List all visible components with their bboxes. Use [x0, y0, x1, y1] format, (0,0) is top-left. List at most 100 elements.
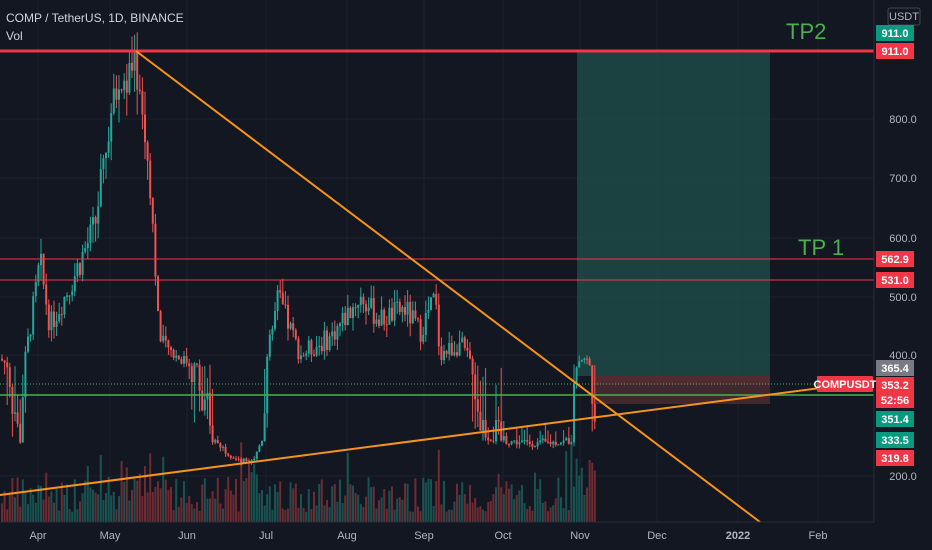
candle-body	[300, 355, 302, 360]
volume-bar	[172, 510, 175, 522]
candle-body	[500, 421, 503, 441]
volume-bar	[352, 485, 354, 522]
volume-bar	[268, 486, 271, 522]
candle-body	[307, 340, 310, 354]
tp1-label[interactable]: TP 1	[798, 235, 844, 260]
price-tick-label: 500.0	[889, 292, 917, 304]
candle	[349, 306, 352, 319]
candle	[502, 420, 505, 443]
candle	[154, 213, 157, 286]
volume-bar	[575, 458, 578, 522]
candle-body	[271, 328, 274, 335]
candle	[531, 440, 534, 450]
volume-bar	[266, 494, 269, 522]
candle	[370, 285, 373, 310]
candle	[32, 291, 35, 341]
candle-body	[79, 263, 81, 275]
candle-body	[474, 374, 477, 400]
candle	[406, 290, 409, 327]
candle-body	[534, 446, 536, 448]
candle	[328, 332, 331, 352]
volume-bar	[541, 502, 544, 522]
candle	[411, 301, 414, 325]
volume-bar	[253, 464, 256, 522]
candle	[1, 354, 3, 362]
tp2-label[interactable]: TP2	[786, 19, 826, 44]
volume-bar	[14, 497, 16, 522]
candle-body	[255, 451, 258, 459]
candle-body	[479, 411, 482, 431]
time-axis-ticks[interactable]: Apr May Jun Jul Aug Sep Oct Nov Dec 2022 Feb	[29, 530, 827, 542]
candle	[362, 293, 365, 313]
volume-bar	[344, 495, 347, 522]
volume-bar	[167, 490, 170, 522]
volume-bar	[411, 511, 414, 522]
volume-bar	[557, 477, 560, 522]
price-tag-text: 52:56	[881, 395, 909, 407]
candle-body	[565, 438, 568, 441]
volume-bar	[76, 509, 79, 522]
candle-body	[268, 334, 271, 357]
candle-body	[593, 403, 596, 422]
entry-stop-zone-top	[593, 376, 770, 385]
volume-bar	[471, 502, 474, 522]
candle-body	[45, 284, 48, 305]
position-zones	[577, 51, 770, 404]
volume-bar	[151, 492, 154, 522]
candle	[94, 215, 97, 242]
volume-bar	[250, 472, 253, 522]
symbol-title[interactable]: COMP / TetherUS, 1D, BINANCE	[6, 11, 184, 25]
legend[interactable]: COMP / TetherUS, 1D, BINANCE Vol	[6, 9, 184, 45]
trendlines[interactable]	[0, 50, 875, 523]
candle-body	[58, 314, 61, 322]
candle	[146, 140, 149, 180]
candle-body	[99, 169, 102, 207]
price-tag-bg	[876, 251, 914, 267]
volume-bar	[258, 493, 261, 522]
volume-bar	[383, 489, 386, 522]
volume-bar	[570, 434, 573, 522]
candle-body	[578, 361, 581, 368]
candle-body	[219, 443, 222, 448]
candle-body	[573, 383, 575, 443]
candle-body	[263, 413, 266, 442]
candle	[292, 317, 295, 338]
candle	[489, 438, 492, 442]
volume-bar	[149, 453, 152, 522]
candle-body	[357, 305, 360, 308]
candle	[123, 73, 126, 100]
candle	[476, 365, 479, 428]
price-tag-bg	[876, 272, 914, 288]
volume-bar	[21, 479, 24, 522]
candle-body	[47, 304, 50, 331]
candle	[398, 298, 401, 316]
candle-body	[487, 437, 490, 441]
candle-body	[318, 345, 321, 347]
horizontal-levels[interactable]	[0, 49, 874, 396]
candle-body	[19, 423, 22, 443]
candle-body	[209, 392, 211, 426]
candle-body	[289, 323, 292, 329]
candle	[219, 442, 222, 452]
price-tag-stop: 319.8	[876, 450, 914, 466]
candle-body	[536, 442, 539, 447]
volume-bar	[323, 505, 326, 522]
volume-bar	[458, 495, 461, 522]
volume-bar	[146, 492, 149, 522]
candle-body	[274, 311, 276, 329]
candle-body	[89, 224, 92, 244]
candle-body	[591, 365, 594, 404]
candle	[534, 445, 536, 448]
volume-bar	[505, 481, 508, 522]
volume-indicator-label[interactable]: Vol	[6, 29, 23, 43]
candle-body	[365, 304, 367, 312]
volume-bar	[435, 481, 438, 522]
time-tick-label: Jun	[178, 530, 196, 542]
candle-body	[419, 319, 422, 342]
candle-body	[575, 367, 578, 384]
candle	[63, 296, 66, 319]
candle	[92, 206, 94, 243]
candle	[367, 297, 370, 316]
